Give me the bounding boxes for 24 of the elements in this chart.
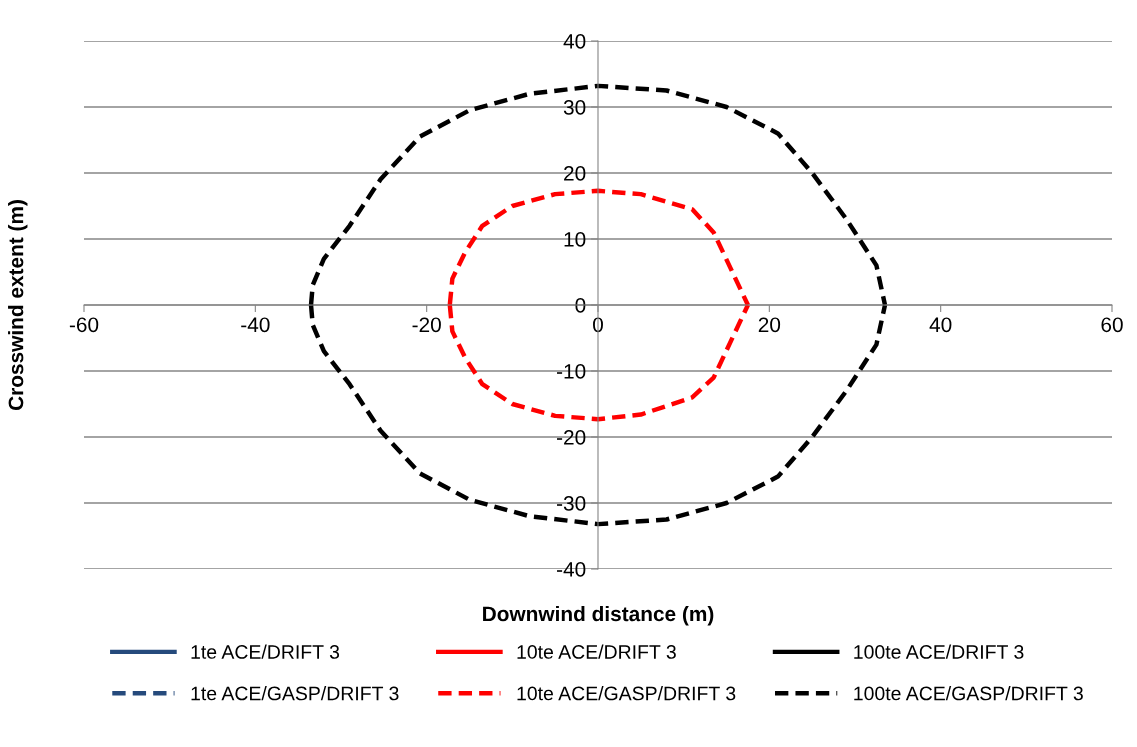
legend-label: 1te ACE/DRIFT 3: [191, 644, 340, 659]
x-tick-label: 40: [929, 317, 952, 333]
x-tick-label: 20: [758, 317, 781, 333]
y-tick-label: 10: [564, 232, 586, 247]
x-tick-label: -60: [69, 317, 99, 333]
y-tick-label: 20: [564, 166, 586, 181]
legend-label: 100te ACE/GASP/DRIFT 3: [854, 686, 1083, 701]
y-tick-label: -40: [557, 562, 586, 577]
x-tick-label: 60: [1101, 317, 1123, 333]
x-tick-label: -40: [241, 317, 270, 333]
y-axis-title: Crosswind extent (m): [8, 200, 28, 411]
y-tick-label: -20: [557, 430, 586, 445]
y-tick-label: -10: [557, 364, 586, 379]
legend-label: 1te ACE/GASP/DRIFT 3: [191, 686, 399, 701]
x-axis-title: Downwind distance (m): [483, 605, 714, 626]
y-tick-label: 0: [575, 298, 586, 313]
x-tick-label: -20: [412, 317, 441, 333]
y-tick-label: 40: [563, 34, 586, 49]
legend-label: 10te ACE/DRIFT 3: [517, 644, 676, 659]
x-tick-label: 0: [593, 317, 603, 333]
legend-label: 100te ACE/DRIFT 3: [854, 644, 1024, 659]
y-tick-label: 30: [563, 100, 586, 115]
legend-label: 10te ACE/GASP/DRIFT 3: [517, 686, 736, 701]
y-tick-label: -30: [557, 496, 586, 511]
